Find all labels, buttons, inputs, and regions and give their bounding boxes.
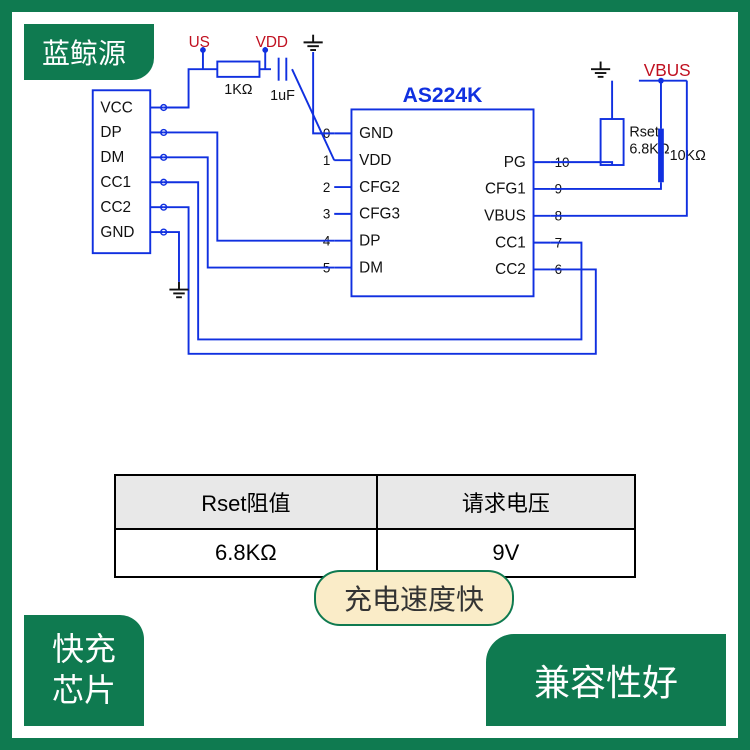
svg-text:CC1: CC1 [100, 174, 131, 191]
rset-table: Rset阻值 请求电压 6.8KΩ 9V [114, 474, 636, 578]
svg-text:DM: DM [359, 259, 383, 276]
compat-badge: 兼容性好 [486, 634, 726, 726]
svg-text:2: 2 [323, 180, 330, 195]
svg-text:DP: DP [359, 232, 380, 249]
svg-text:1: 1 [323, 153, 330, 168]
svg-text:3: 3 [323, 207, 330, 222]
svg-text:CC2: CC2 [100, 199, 131, 216]
svg-text:10KΩ: 10KΩ [670, 148, 706, 164]
svg-text:US: US [189, 34, 210, 51]
svg-text:AS224K: AS224K [403, 84, 483, 107]
svg-text:CFG1: CFG1 [485, 181, 526, 198]
svg-text:1KΩ: 1KΩ [224, 82, 253, 98]
product-line1: 快充 [52, 629, 116, 671]
svg-text:VBUS: VBUS [484, 208, 526, 225]
svg-text:VCC: VCC [100, 99, 132, 116]
svg-text:VDD: VDD [359, 152, 391, 169]
circuit-diagram: VCCDPDMCC1CC2GNDAS224K0GND1VDD2CFG23CFG3… [64, 24, 706, 444]
svg-text:DM: DM [100, 149, 124, 166]
svg-text:Rset: Rset [629, 124, 659, 140]
svg-text:CC2: CC2 [495, 261, 526, 278]
svg-text:PG: PG [504, 154, 526, 171]
col-rset: Rset阻值 [115, 475, 377, 529]
svg-text:CFG3: CFG3 [359, 206, 400, 223]
product-badge: 快充 芯片 [24, 615, 144, 726]
svg-text:VDD: VDD [256, 34, 288, 51]
svg-text:CFG2: CFG2 [359, 179, 400, 196]
product-line2: 芯片 [52, 670, 116, 712]
svg-text:GND: GND [100, 224, 134, 241]
col-voltage: 请求电压 [377, 475, 635, 529]
svg-text:GND: GND [359, 125, 393, 142]
svg-text:VBUS: VBUS [644, 60, 691, 80]
svg-text:DP: DP [100, 124, 121, 141]
svg-text:CC1: CC1 [495, 234, 526, 251]
svg-text:1uF: 1uF [270, 88, 295, 104]
feature-pill: 充电速度快 [314, 570, 514, 626]
